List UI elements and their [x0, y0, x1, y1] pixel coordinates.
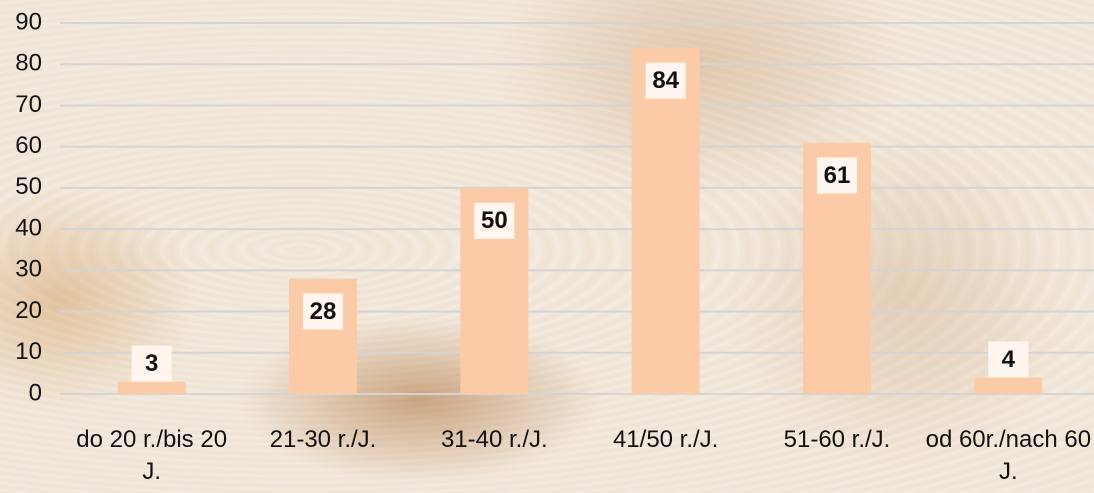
data-label-box	[645, 62, 686, 99]
y-tick-label: 10	[15, 338, 42, 365]
data-label-box	[988, 341, 1029, 378]
x-tick-label: od 60r./nach 60 J.	[925, 426, 1092, 485]
data-label: 3	[145, 350, 158, 377]
x-tick-label: do 20 r./bis 20 J.	[76, 426, 228, 485]
bar	[631, 47, 700, 394]
data-label: 4	[1002, 346, 1016, 373]
y-tick-label: 60	[15, 132, 42, 159]
y-tick-label: 0	[29, 379, 42, 406]
data-label: 50	[481, 207, 508, 234]
bar	[117, 381, 186, 394]
bar	[974, 377, 1043, 394]
data-label: 84	[652, 67, 679, 94]
data-label-box	[303, 293, 343, 330]
y-tick-label: 90	[15, 8, 42, 35]
data-label-box	[474, 202, 515, 239]
x-tick-label: 51-60 r./J.	[783, 426, 891, 453]
data-label: 28	[310, 298, 337, 325]
y-tick-label: 50	[15, 173, 42, 200]
y-tick-label: 20	[15, 297, 42, 324]
x-tick-label: 31-40 r./J.	[440, 426, 548, 453]
data-label-box	[817, 157, 857, 194]
data-label-box	[131, 345, 172, 382]
x-tick-label: 21-30 r./J.	[269, 426, 377, 453]
y-tick-label: 40	[15, 214, 42, 241]
y-tick-label: 30	[15, 256, 42, 283]
y-tick-label: 80	[15, 50, 42, 77]
x-tick-label: 41/50 r./J.	[612, 426, 719, 453]
y-tick-label: 70	[15, 91, 42, 118]
data-label: 61	[824, 162, 851, 189]
